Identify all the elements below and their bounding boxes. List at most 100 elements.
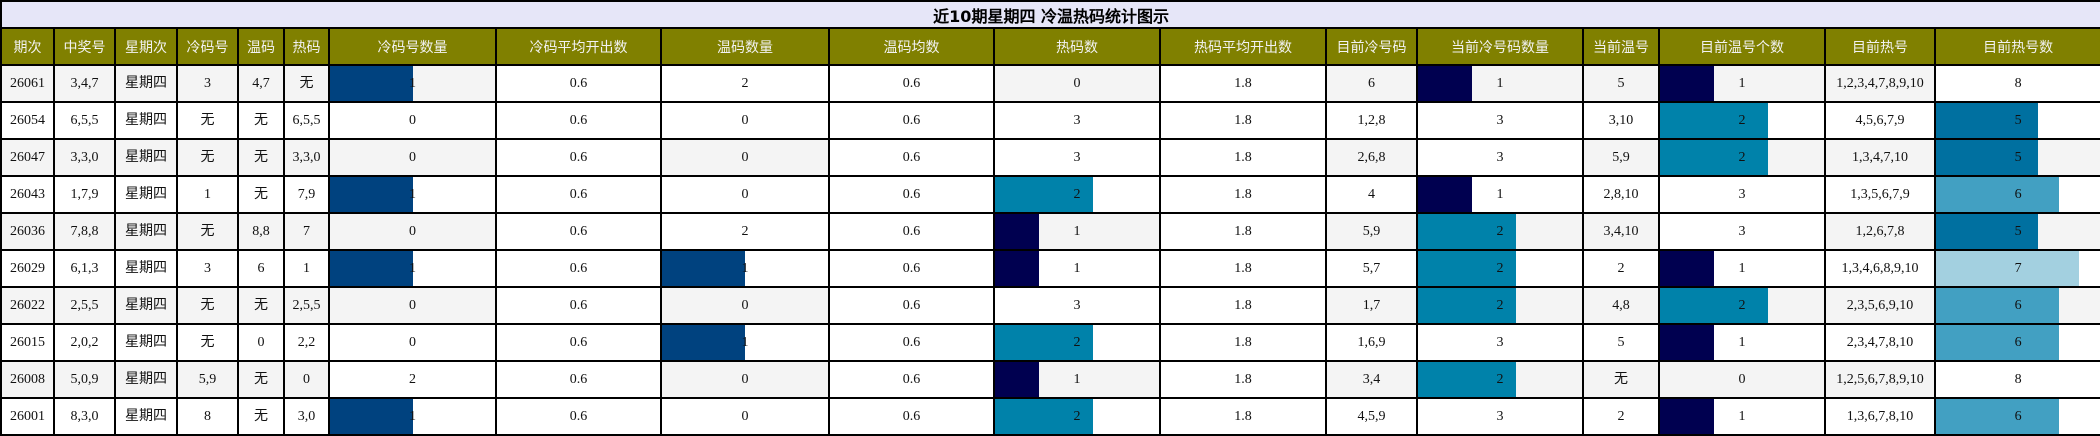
cell-warm-number: 无 — [237, 397, 285, 436]
cell-value: 0.6 — [569, 335, 588, 350]
cell-value: 无 — [254, 298, 268, 313]
data-bar — [996, 252, 1040, 285]
cell-value: 1,3,4,6,8,9,10 — [1841, 261, 1919, 276]
cell-warm-count: 0 — [660, 360, 830, 399]
cell-winning-number: 6,5,5 — [53, 101, 116, 140]
cell-hot-count: 0 — [993, 64, 1161, 103]
cell-value: 3 — [1073, 113, 1081, 128]
column-header-current-cold: 目前冷号码 — [1325, 27, 1418, 66]
cell-value: 0.6 — [569, 187, 588, 202]
cell-issue: 26036 — [0, 212, 55, 251]
cell-value: 4,7 — [252, 76, 270, 91]
cell-warm-number: 0 — [237, 323, 285, 362]
data-bar — [1937, 104, 2038, 137]
cell-value: 3 — [1738, 224, 1746, 239]
cell-warm-number: 4,7 — [237, 64, 285, 103]
data-bar — [1661, 289, 1769, 322]
cell-hot-count: 1 — [993, 360, 1161, 399]
cell-value: 2 — [741, 76, 749, 91]
cell-value: 3 — [1738, 187, 1746, 202]
data-bar — [1661, 67, 1715, 100]
cell-value: 0.6 — [569, 113, 588, 128]
cell-current-cold-count: 3 — [1416, 323, 1584, 362]
cell-weekday: 星期四 — [114, 212, 178, 251]
cell-value: 5,9 — [1362, 224, 1381, 239]
cell-value: 星期四 — [125, 187, 167, 202]
cell-current-cold-count: 2 — [1416, 360, 1584, 399]
cell-current-hot-count: 8 — [1933, 64, 2100, 103]
cell-cold-avg: 0.6 — [495, 212, 662, 251]
cell-value: 3,3,0 — [70, 150, 99, 165]
cell-value: 0.6 — [569, 372, 588, 387]
cell-current-hot-count: 7 — [1933, 249, 2100, 288]
column-header-cold-avg: 冷码平均开出数 — [495, 27, 662, 66]
cell-cold-number: 无 — [176, 138, 239, 177]
cell-value: 1 — [1073, 372, 1081, 387]
cell-current-cold: 2,6,8 — [1325, 138, 1418, 177]
cell-value: 2 — [1496, 372, 1504, 387]
cell-value: 0 — [409, 335, 416, 350]
cell-winning-number: 1,7,9 — [53, 175, 116, 214]
cell-warm-avg: 0.6 — [828, 397, 995, 436]
cell-warm-count: 0 — [660, 286, 830, 325]
cell-value: 8,8 — [252, 224, 270, 239]
cell-value: 星期四 — [125, 150, 167, 165]
cell-current-warm: 5,9 — [1582, 138, 1660, 177]
cell-warm-count: 1 — [660, 249, 830, 288]
cell-current-warm-count: 3 — [1658, 212, 1826, 251]
cell-current-hot: 1,3,4,7,10 — [1824, 138, 1936, 177]
cell-cold-count: 0 — [328, 286, 497, 325]
data-bar — [1419, 363, 1517, 396]
cell-issue: 26047 — [0, 138, 55, 177]
cell-value: 5,9 — [198, 372, 217, 387]
cell-current-hot-count: 6 — [1933, 175, 2100, 214]
cell-value: 0.6 — [902, 409, 921, 424]
cell-cold-avg: 0.6 — [495, 323, 662, 362]
cell-current-cold: 4,5,9 — [1325, 397, 1418, 436]
cell-current-cold: 1,7 — [1325, 286, 1418, 325]
data-bar — [996, 178, 1094, 211]
cell-current-cold: 1,2,8 — [1325, 101, 1418, 140]
cell-weekday: 星期四 — [114, 323, 178, 362]
cell-value: 3,3,0 — [292, 150, 321, 165]
cell-cold-number: 3 — [176, 249, 239, 288]
cell-warm-number: 无 — [237, 101, 285, 140]
cell-value: 6,1,3 — [70, 261, 99, 276]
cell-issue: 26015 — [0, 323, 55, 362]
cell-value: 1.8 — [1234, 187, 1252, 202]
cell-value: 0 — [741, 187, 749, 202]
cell-value: 7 — [303, 224, 310, 239]
cell-value: 3,4,7 — [70, 76, 99, 91]
cell-cold-count: 1 — [328, 249, 497, 288]
cell-value: 1,7 — [1362, 298, 1381, 313]
cell-cold-number: 无 — [176, 323, 239, 362]
data-bar — [331, 178, 413, 211]
cell-current-hot: 1,3,4,6,8,9,10 — [1824, 249, 1936, 288]
cell-value: 无 — [254, 150, 268, 165]
cell-hot-number: 3,3,0 — [283, 138, 330, 177]
data-bar — [1661, 400, 1715, 433]
cell-value: 2 — [1073, 187, 1081, 202]
data-bar — [331, 252, 413, 285]
cell-value: 3,10 — [1608, 113, 1634, 128]
column-header-weekday: 星期次 — [114, 27, 178, 66]
cell-value: 26054 — [10, 113, 45, 128]
cell-current-warm: 2 — [1582, 397, 1660, 436]
cell-hot-count: 3 — [993, 138, 1161, 177]
cell-value: 星期四 — [125, 113, 167, 128]
cell-value: 2 — [1738, 113, 1746, 128]
cell-cold-avg: 0.6 — [495, 175, 662, 214]
cell-value: 1 — [1073, 261, 1081, 276]
cell-cold-avg: 0.6 — [495, 101, 662, 140]
cell-current-cold-count: 1 — [1416, 64, 1584, 103]
column-header-hot-count: 热码数 — [993, 27, 1161, 66]
cell-value: 1 — [204, 187, 211, 202]
cell-current-warm-count: 3 — [1658, 175, 1826, 214]
cell-value: 6 — [257, 261, 265, 276]
cell-current-cold-count: 3 — [1416, 138, 1584, 177]
cell-current-warm: 2,8,10 — [1582, 175, 1660, 214]
table-row: 26036 7,8,8 星期四 无 8,8 7 0 0.6 2 0.6 1 1.8 5,9 2 3,4,10… — [0, 212, 2100, 251]
cell-value: 星期四 — [125, 409, 167, 424]
cell-value: 4,5,6,7,9 — [1855, 113, 1905, 128]
data-bar — [1937, 400, 2060, 433]
